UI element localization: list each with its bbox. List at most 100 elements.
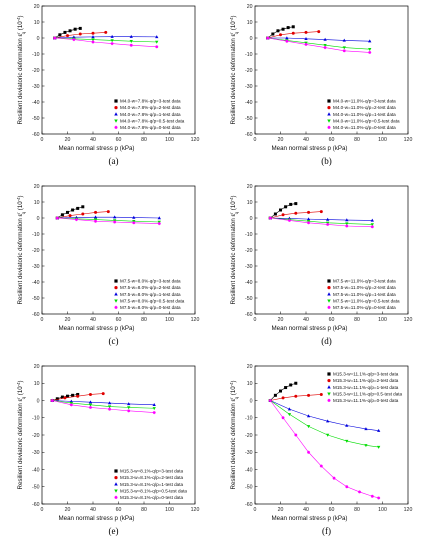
- legend-marker: [114, 99, 118, 103]
- data-point: [345, 423, 349, 427]
- data-point: [306, 217, 311, 221]
- y-axis-label: Resilient deviatoric deformation εrq (10…: [229, 195, 239, 304]
- legend-marker: [114, 495, 118, 499]
- data-point: [268, 399, 272, 402]
- y-axis-label: Resilient deviatoric deformation εrq (10…: [229, 380, 239, 489]
- data-point: [55, 397, 59, 401]
- data-point: [281, 396, 285, 400]
- x-tick-label: 100: [165, 317, 174, 323]
- data-point: [60, 213, 64, 217]
- x-tick-label: 120: [404, 317, 413, 323]
- x-axis-label: Mean normal stress p (kPa): [59, 325, 135, 332]
- data-point: [268, 216, 272, 220]
- data-point: [323, 37, 327, 41]
- legend-marker: [327, 372, 331, 376]
- x-tick-label: 20: [278, 507, 284, 513]
- data-point: [69, 399, 73, 403]
- data-point: [101, 392, 105, 396]
- legend-entry: M7.5-w=11.0%-q/p=0.5-test data: [333, 298, 400, 303]
- legend-marker: [114, 476, 118, 480]
- series-q1: [53, 34, 159, 40]
- data-point: [370, 494, 374, 498]
- legend-entry: M7.5-w=8.0%-q/p=1-test data: [120, 292, 181, 297]
- data-point: [294, 202, 298, 206]
- data-point: [291, 31, 295, 35]
- legend-marker: [114, 305, 118, 309]
- data-point: [279, 33, 282, 37]
- data-point: [78, 26, 82, 30]
- series-line: [267, 37, 370, 50]
- data-point: [88, 403, 93, 407]
- data-point: [323, 46, 327, 50]
- legend-entry: M15.3-w=11.1%-q/p=3-test data: [333, 372, 399, 377]
- data-point: [55, 216, 59, 220]
- y-axis-label: Resilient deviatoric deformation εrq (10…: [16, 380, 26, 489]
- panel-caption: (b): [321, 156, 332, 166]
- x-tick-label: 20: [65, 317, 71, 323]
- legend-marker: [114, 106, 118, 110]
- legend-entry: M4.0-w=11.0%-q/p=3-test data: [333, 99, 396, 104]
- legend-marker: [327, 279, 331, 283]
- legend-entry: M4.0-w=11.0%-q/p=0-test data: [333, 125, 396, 130]
- series-line: [270, 400, 379, 499]
- data-point: [155, 45, 159, 49]
- data-point: [73, 27, 77, 31]
- legend-entry: M15.3-w=11.1%-q/p=0.5-test data: [333, 391, 403, 396]
- data-point: [370, 218, 374, 222]
- chart-panel-b: 0 20 40 60 80 100 120 -60 -50 -40 -30 -20 -10 0 10 20 Me…: [229, 4, 413, 166]
- data-point: [74, 218, 78, 222]
- data-point: [368, 48, 372, 51]
- y-tick-label: -50: [245, 485, 253, 491]
- y-axis-label: Resilient deviatoric deformation εrq (10…: [229, 15, 239, 124]
- data-point: [307, 221, 311, 225]
- x-tick-label: 0: [254, 137, 257, 143]
- y-tick-label: -50: [32, 485, 40, 491]
- data-point: [69, 403, 73, 407]
- x-tick-label: 120: [191, 317, 200, 323]
- series-line: [267, 37, 370, 53]
- data-point: [81, 212, 85, 216]
- chart-panel-c: 0 20 40 60 80 100 120 -60 -50 -40 -30 -20 -10 0 10 20 Me…: [16, 184, 200, 346]
- data-point: [368, 39, 372, 43]
- x-tick-label: 120: [191, 137, 200, 143]
- legend-entry: M15.3-w=11.1%-q/p=1-test data: [333, 385, 399, 390]
- data-point: [364, 427, 368, 431]
- data-point: [157, 222, 161, 226]
- x-tick-label: 100: [378, 137, 387, 143]
- y-tick-label: -60: [32, 132, 40, 138]
- data-point: [76, 392, 80, 396]
- data-point: [323, 44, 327, 47]
- data-point: [306, 425, 311, 429]
- legend-marker: [327, 398, 331, 402]
- panel-caption: (a): [109, 156, 119, 166]
- x-tick-label: 60: [116, 507, 122, 513]
- y-tick-label: -20: [32, 433, 40, 439]
- y-tick-label: -40: [32, 467, 40, 473]
- y-tick-label: -50: [245, 296, 253, 302]
- data-point: [76, 394, 80, 398]
- data-point: [307, 450, 311, 454]
- y-tick-label: -20: [245, 68, 253, 74]
- data-point: [284, 205, 288, 209]
- y-tick-label: 0: [37, 216, 40, 222]
- legend-marker: [114, 469, 118, 473]
- x-tick-label: 20: [278, 317, 284, 323]
- series-line: [57, 216, 160, 219]
- x-tick-label: 100: [378, 317, 387, 323]
- y-tick-label: -30: [245, 84, 253, 90]
- series-line: [270, 217, 373, 221]
- x-tick-label: 120: [191, 507, 200, 513]
- y-tick-label: 10: [34, 20, 40, 26]
- legend-entry: M7.5-w=11.0%-q/p=3-test data: [333, 279, 396, 284]
- y-tick-label: 20: [247, 364, 253, 370]
- data-point: [58, 33, 62, 37]
- legend-entry: M4.0-w=7.8%-q/p=2-test data: [120, 105, 181, 110]
- y-tick-label: -20: [32, 68, 40, 74]
- y-tick-label: 20: [34, 364, 40, 370]
- legend-entry: M4.0-w=11.0%-q/p=0.5-test data: [333, 118, 400, 123]
- y-tick-label: -10: [245, 416, 253, 422]
- legend-marker: [327, 299, 331, 303]
- x-tick-label: 40: [303, 507, 309, 513]
- data-point: [78, 32, 82, 36]
- legend-entry: M7.5-w=8.0%-q/p=2-test data: [120, 285, 181, 290]
